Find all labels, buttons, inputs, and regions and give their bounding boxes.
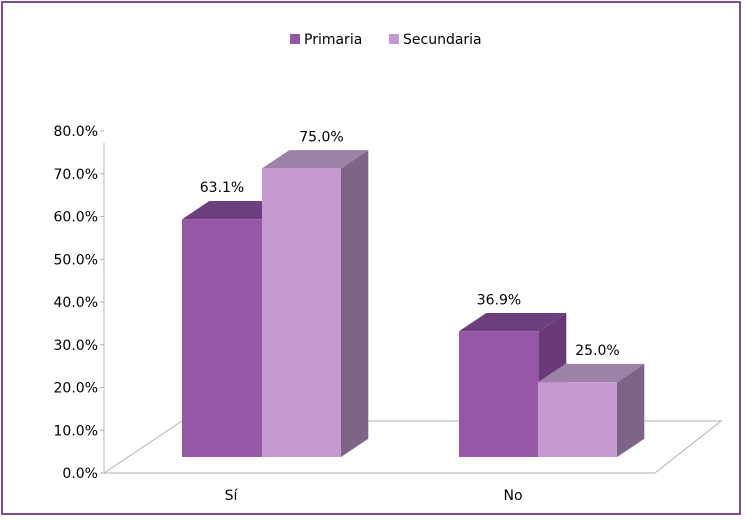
bar-secundaria-1 <box>538 382 617 457</box>
x-tick-label: Sí <box>225 488 239 504</box>
bar-side-secundaria-0 <box>341 150 369 458</box>
bar-primaria-0 <box>182 219 262 457</box>
y-tick-label: 10.0% <box>54 423 98 439</box>
bar-secundaria-0 <box>262 168 341 457</box>
legend: Primaria Secundaria <box>290 32 482 48</box>
x-axis-labels: Sí No <box>225 488 523 504</box>
y-tick-label: 0.0% <box>62 466 98 482</box>
y-tick-label: 80.0% <box>54 124 98 140</box>
data-label-primaria-0: 63.1% <box>200 180 244 196</box>
y-axis-ticks: 0.0% 10.0% 20.0% 30.0% 40.0% 50.0% 60.0% 70.0% 8… <box>54 124 104 482</box>
bar-top-secundaria-0 <box>262 150 369 169</box>
bars: 63.1% 75.0% 36.9% 25.0% <box>182 129 645 458</box>
bar-top-secundaria-1 <box>538 363 645 383</box>
legend-swatch-primaria <box>290 34 300 44</box>
y-tick-label: 20.0% <box>54 381 98 397</box>
legend-label-primaria: Primaria <box>304 32 362 48</box>
data-label-secundaria-1: 25.0% <box>575 343 619 359</box>
legend-swatch-secundaria <box>389 34 399 44</box>
bar-side-secundaria-1 <box>617 363 645 457</box>
y-tick-label: 30.0% <box>54 338 98 354</box>
floor-plane <box>102 420 723 474</box>
data-label-secundaria-0: 75.0% <box>299 129 343 145</box>
legend-label-secundaria: Secundaria <box>403 32 482 48</box>
plot-floor <box>102 143 723 474</box>
data-label-primaria-1: 36.9% <box>477 292 521 308</box>
y-tick-label: 40.0% <box>54 295 98 311</box>
y-tick-label: 60.0% <box>54 210 98 226</box>
y-tick-label: 50.0% <box>54 252 98 268</box>
y-tick-label: 70.0% <box>54 167 98 183</box>
x-tick-label: No <box>503 488 522 504</box>
bar-primaria-1 <box>459 331 539 457</box>
bar-top-primaria-1 <box>459 313 567 332</box>
